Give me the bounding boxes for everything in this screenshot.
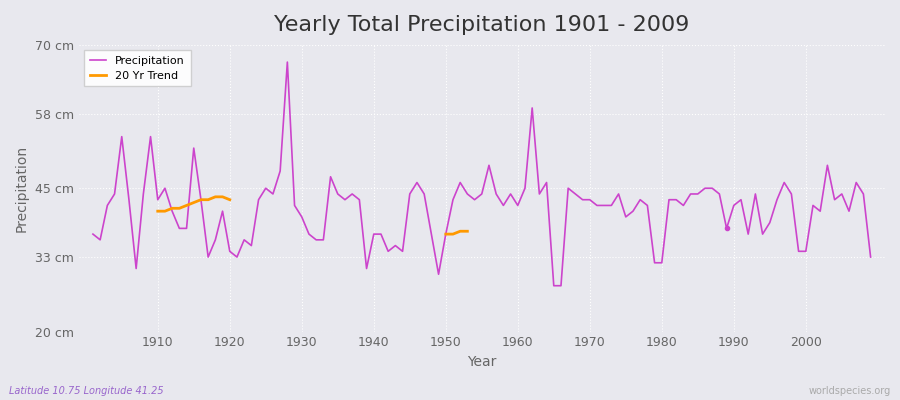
20 Yr Trend xyxy=(159,209,170,214)
Line: 20 Yr Trend: 20 Yr Trend xyxy=(158,197,230,211)
20 Yr Trend xyxy=(224,197,235,202)
Precipitation xyxy=(512,203,523,208)
Precipitation xyxy=(354,197,364,202)
X-axis label: Year: Year xyxy=(467,355,497,369)
20 Yr Trend xyxy=(195,197,206,202)
20 Yr Trend xyxy=(166,206,177,211)
20 Yr Trend xyxy=(152,209,163,214)
Text: worldspecies.org: worldspecies.org xyxy=(809,386,891,396)
Precipitation xyxy=(87,232,98,236)
Precipitation xyxy=(613,192,624,196)
Precipitation xyxy=(145,134,156,139)
20 Yr Trend xyxy=(217,194,228,199)
Text: Latitude 10.75 Longitude 41.25: Latitude 10.75 Longitude 41.25 xyxy=(9,386,164,396)
Precipitation xyxy=(865,255,876,260)
Precipitation xyxy=(310,238,321,242)
Title: Yearly Total Precipitation 1901 - 2009: Yearly Total Precipitation 1901 - 2009 xyxy=(274,15,689,35)
Y-axis label: Precipitation: Precipitation xyxy=(15,145,29,232)
Precipitation xyxy=(519,186,530,191)
Precipitation xyxy=(548,283,559,288)
20 Yr Trend xyxy=(181,203,192,208)
Precipitation xyxy=(282,60,292,64)
20 Yr Trend xyxy=(210,194,220,199)
20 Yr Trend xyxy=(188,200,199,205)
Legend: Precipitation, 20 Yr Trend: Precipitation, 20 Yr Trend xyxy=(84,50,191,86)
Line: Precipitation: Precipitation xyxy=(93,62,870,286)
20 Yr Trend xyxy=(174,206,184,211)
20 Yr Trend xyxy=(202,197,213,202)
